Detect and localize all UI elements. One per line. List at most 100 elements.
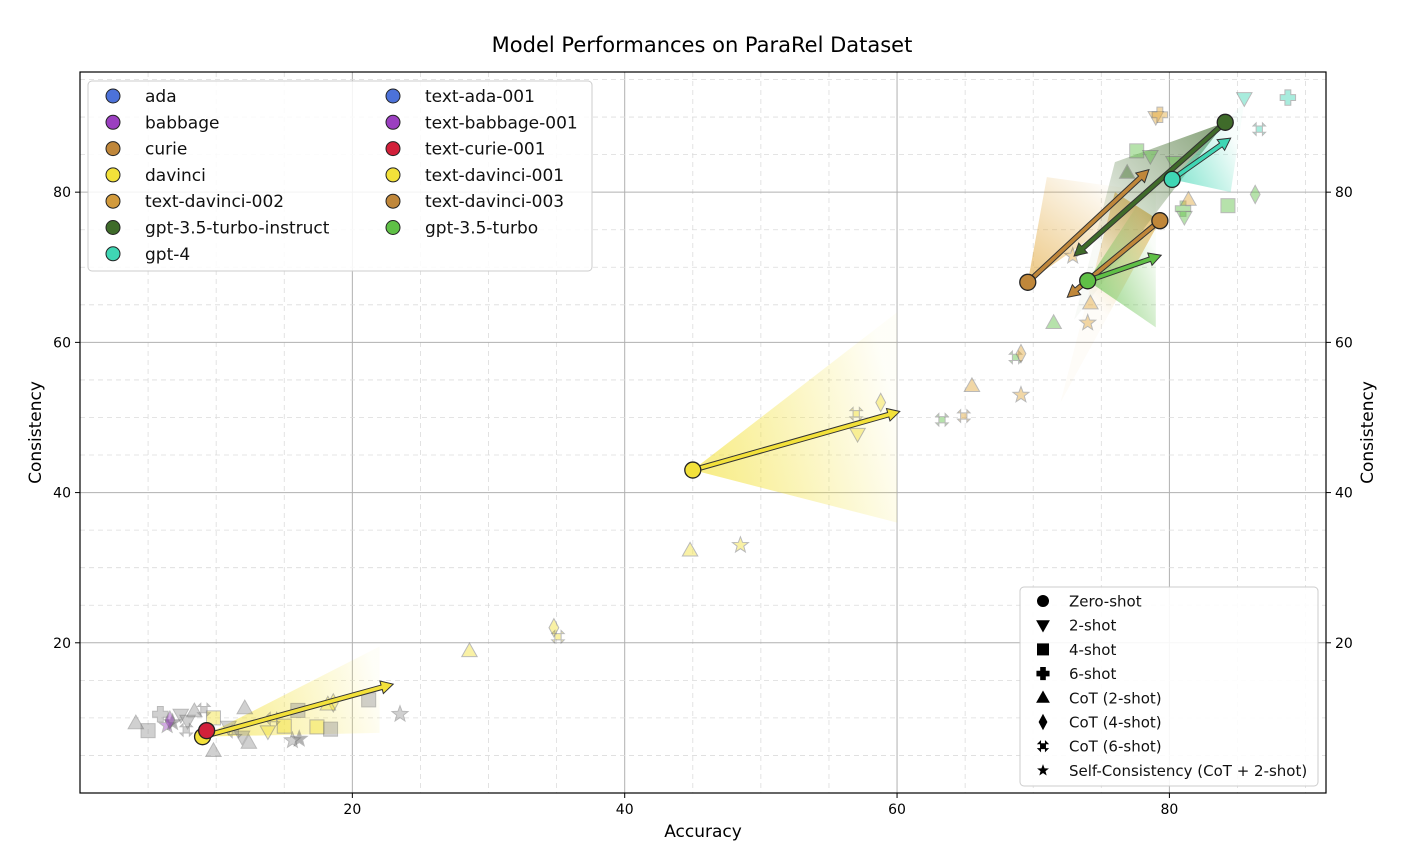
scatter-point-x — [848, 406, 864, 422]
scatter-point-triangle-up — [1179, 190, 1198, 206]
legend-marker-triangle-down — [1036, 620, 1050, 633]
legend-label: text-davinci-002 — [145, 192, 284, 212]
scatter-point-diamond — [548, 617, 560, 638]
y-tick-label: 20 — [53, 636, 71, 652]
scatter-point-star — [157, 715, 177, 734]
legend-marker-plus — [1036, 667, 1050, 681]
legend-methods-box — [1019, 586, 1319, 787]
scatter-point-triangle-up — [1045, 313, 1063, 329]
scatter-point-plus — [1151, 106, 1169, 124]
scatter-point-star — [390, 704, 410, 723]
scatter-point-star — [289, 729, 309, 747]
y-tick-label-right: 60 — [1335, 335, 1353, 351]
legend-marker — [105, 246, 121, 262]
plot-frame — [79, 71, 1327, 794]
legend-label: 4-shot — [1069, 641, 1116, 659]
legend-marker — [105, 141, 121, 157]
legend-marker-triangle-up — [1036, 690, 1050, 703]
y-tick-label: 60 — [53, 335, 71, 351]
shift-arrow — [1025, 168, 1150, 285]
scatter-point-square — [1129, 143, 1145, 159]
zero-shot-point — [1019, 273, 1037, 291]
scatter-point-triangle-down — [1175, 210, 1193, 227]
scatter-point-diamond — [1015, 343, 1027, 364]
shift-arrow — [1073, 119, 1228, 257]
scatter-point-triangle-up — [460, 641, 479, 658]
legend-marker — [385, 193, 401, 209]
legend-label: davinci — [145, 166, 206, 186]
legend-models-box — [87, 80, 593, 272]
scatter-point-square — [1220, 198, 1236, 214]
scatter-point-square — [323, 721, 339, 737]
legend-label: gpt-3.5-turbo-instruct — [145, 219, 330, 239]
legend-marker — [385, 167, 401, 183]
scatter-point-triangle-up — [204, 741, 223, 758]
scatter-point-diamond — [164, 709, 176, 731]
legend-marker-square — [1037, 643, 1049, 656]
scatter-point-x — [934, 412, 950, 428]
legend-marker — [105, 114, 121, 130]
scatter-point-x — [1008, 349, 1024, 365]
zero-shot-point — [1216, 113, 1234, 131]
zero-shot-point — [684, 461, 702, 479]
legend-label: Self-Consistency (CoT + 2-shot) — [1069, 762, 1307, 780]
scatter-point-square — [140, 723, 156, 739]
scatter-point-diamond — [875, 392, 887, 413]
legend-label: text-ada-001 — [425, 87, 535, 107]
legend-marker-x — [1036, 740, 1050, 753]
shift-arrows — [201, 119, 1232, 740]
y-axis-label: Consistency — [26, 381, 46, 484]
arrow-fan — [692, 312, 898, 523]
scatter-point-triangle-down — [259, 725, 277, 741]
legend-label: CoT (2-shot) — [1069, 689, 1162, 707]
x-tick-label: 20 — [343, 802, 361, 818]
scatter-point-triangle-down — [233, 730, 251, 746]
x-tick-label: 80 — [1160, 802, 1178, 818]
scatter-point-star — [1011, 385, 1031, 403]
scatter-point-square — [205, 710, 221, 726]
legend-label: CoT (6-shot) — [1069, 738, 1162, 756]
scatter-point-square — [276, 718, 292, 734]
legend-marker — [385, 141, 401, 157]
legend-marker — [105, 88, 121, 104]
y-tick-label-right: 40 — [1335, 486, 1353, 502]
scatter-point-triangle-up — [240, 733, 258, 749]
scatter-point-triangle-up — [127, 714, 145, 730]
legend-label: text-curie-001 — [425, 140, 546, 160]
y-tick-label-right: 20 — [1335, 636, 1353, 652]
scatter-point-plus — [1174, 200, 1192, 217]
x-tick-label: 60 — [888, 802, 906, 818]
y-tick-label: 80 — [53, 185, 71, 201]
scatter-point-x — [550, 629, 566, 645]
scatter-point-triangle-down — [1235, 92, 1253, 108]
legend-label: ada — [145, 87, 177, 107]
legend-models: ada babbage curie davinci text-davinci-002 gp… — [87, 80, 593, 272]
scatter-point-x — [1251, 121, 1267, 137]
scatter-point-plus — [152, 705, 169, 723]
legend-marker-circle — [1037, 595, 1049, 607]
zero-shot-point — [1151, 212, 1169, 230]
x-axis-label: Accuracy — [664, 822, 742, 842]
legend-marker — [105, 167, 121, 183]
scatter-point-triangle-up — [1118, 163, 1136, 179]
zero-shot-point — [197, 722, 216, 740]
scatter-point-triangle-up — [236, 699, 254, 715]
scatter-point-x — [178, 722, 194, 738]
legend-label: 6-shot — [1069, 665, 1116, 683]
scatter-point-triangle-up — [185, 702, 203, 718]
legend-label: text-davinci-003 — [425, 192, 564, 212]
legend-marker — [105, 220, 121, 235]
scatter-point-triangle-up — [963, 376, 981, 393]
legend-label: text-davinci-001 — [425, 166, 564, 186]
scatter-point-plus — [1279, 89, 1297, 106]
scatter-point-star — [1078, 313, 1098, 331]
shift-arrow — [1086, 252, 1163, 284]
y-tick-label-right: 80 — [1335, 185, 1353, 201]
legend-marker — [105, 193, 121, 209]
legend-label: CoT (4-shot) — [1069, 714, 1162, 732]
shift-arrow — [691, 407, 901, 473]
legend-label: gpt-4 — [145, 245, 190, 265]
shift-arrow — [201, 680, 395, 740]
legend-label: curie — [145, 140, 187, 160]
scatter-point-triangle-down — [172, 708, 190, 724]
